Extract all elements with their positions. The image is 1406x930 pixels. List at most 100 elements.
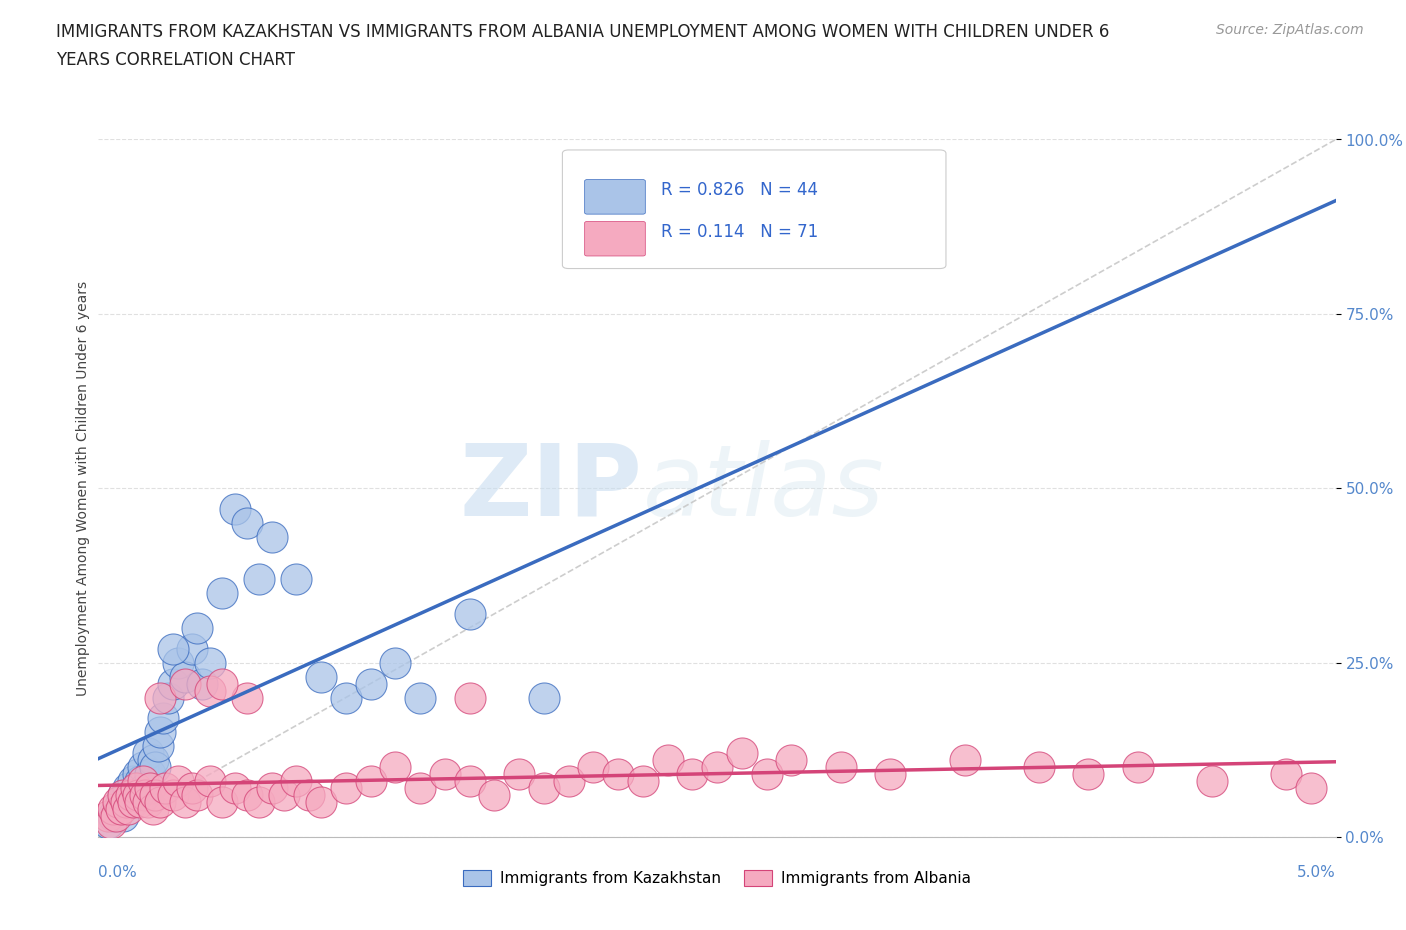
Point <box>186 788 208 803</box>
Point <box>1275 766 1298 781</box>
Text: R = 0.114   N = 71: R = 0.114 N = 71 <box>661 222 818 241</box>
Point <box>124 788 146 803</box>
Point <box>1299 781 1322 796</box>
Point <box>104 809 127 824</box>
Point <box>508 766 530 781</box>
Text: ZIP: ZIP <box>460 440 643 537</box>
Point <box>657 753 679 768</box>
Point <box>458 774 481 789</box>
Point <box>174 676 197 691</box>
Point <box>103 809 125 824</box>
Point <box>110 794 132 809</box>
Point <box>120 788 142 803</box>
FancyBboxPatch shape <box>585 221 645 256</box>
Point <box>260 530 283 545</box>
Point <box>132 774 155 789</box>
Point <box>112 788 135 803</box>
Point <box>117 781 139 796</box>
Point <box>166 774 188 789</box>
Point <box>139 766 162 781</box>
Point <box>129 794 152 809</box>
Point <box>134 781 156 796</box>
Legend: Immigrants from Kazakhstan, Immigrants from Albania: Immigrants from Kazakhstan, Immigrants f… <box>457 864 977 892</box>
Point <box>129 774 152 789</box>
Point <box>830 760 852 775</box>
Point <box>247 794 270 809</box>
FancyBboxPatch shape <box>562 150 946 269</box>
Point <box>260 781 283 796</box>
Point <box>124 781 146 796</box>
Point <box>139 781 162 796</box>
Point <box>143 760 166 775</box>
Point <box>384 655 406 670</box>
Point <box>409 690 432 705</box>
Point <box>127 766 149 781</box>
Point <box>181 642 204 657</box>
Point <box>156 690 179 705</box>
Point <box>247 571 270 587</box>
Point <box>607 766 630 781</box>
Point <box>198 683 221 698</box>
Point <box>162 788 184 803</box>
Point <box>731 746 754 761</box>
Point <box>582 760 605 775</box>
Point <box>174 670 197 684</box>
Point <box>152 711 174 725</box>
Point <box>236 515 259 530</box>
Point <box>458 606 481 621</box>
Point <box>146 738 169 753</box>
Point <box>384 760 406 775</box>
Point <box>335 781 357 796</box>
Point <box>155 781 177 796</box>
Point <box>458 690 481 705</box>
Point <box>162 642 184 657</box>
Point <box>117 802 139 817</box>
Point <box>127 788 149 803</box>
Point <box>273 788 295 803</box>
Point <box>107 802 129 817</box>
Point <box>1028 760 1050 775</box>
Point <box>533 690 555 705</box>
Text: IMMIGRANTS FROM KAZAKHSTAN VS IMMIGRANTS FROM ALBANIA UNEMPLOYMENT AMONG WOMEN W: IMMIGRANTS FROM KAZAKHSTAN VS IMMIGRANTS… <box>56 23 1109 41</box>
Point <box>181 781 204 796</box>
Text: 5.0%: 5.0% <box>1296 865 1336 880</box>
Point <box>136 746 159 761</box>
Point <box>198 774 221 789</box>
Point <box>409 781 432 796</box>
Point <box>100 816 122 830</box>
Point <box>112 809 135 824</box>
Point <box>224 781 246 796</box>
Point <box>143 788 166 803</box>
Point <box>132 760 155 775</box>
Point <box>166 655 188 670</box>
Point <box>309 670 332 684</box>
Text: Source: ZipAtlas.com: Source: ZipAtlas.com <box>1216 23 1364 37</box>
Point <box>953 753 976 768</box>
Point <box>211 794 233 809</box>
FancyBboxPatch shape <box>585 179 645 214</box>
Point <box>433 766 456 781</box>
Point <box>114 794 136 809</box>
Text: YEARS CORRELATION CHART: YEARS CORRELATION CHART <box>56 51 295 69</box>
Point <box>706 760 728 775</box>
Point <box>360 774 382 789</box>
Point <box>211 676 233 691</box>
Point <box>122 794 145 809</box>
Point <box>103 802 125 817</box>
Point <box>285 571 308 587</box>
Point <box>107 794 129 809</box>
Point <box>122 774 145 789</box>
Point <box>142 802 165 817</box>
Point <box>879 766 901 781</box>
Point <box>112 788 135 803</box>
Point <box>1126 760 1149 775</box>
Point <box>780 753 803 768</box>
Point <box>110 802 132 817</box>
Point <box>533 781 555 796</box>
Point <box>211 586 233 601</box>
Point <box>335 690 357 705</box>
Point <box>557 774 579 789</box>
Point <box>120 794 142 809</box>
Point <box>142 753 165 768</box>
Text: atlas: atlas <box>643 440 884 537</box>
